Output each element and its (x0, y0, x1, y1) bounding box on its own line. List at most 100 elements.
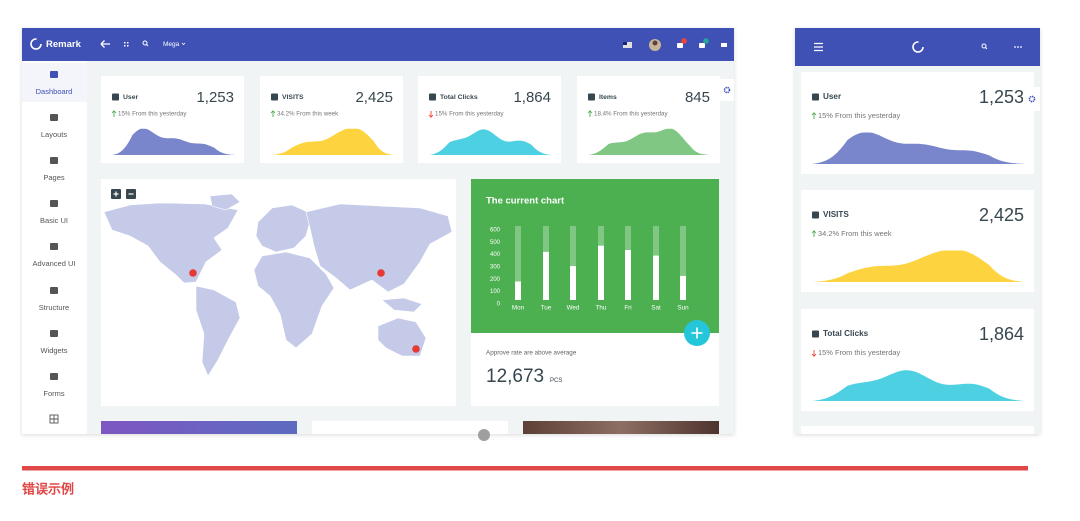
x-tick-label: Fri (624, 305, 631, 312)
change-arrow (587, 110, 593, 117)
zoom-in[interactable] (111, 189, 121, 199)
back-button[interactable] (100, 40, 110, 48)
bar (515, 281, 521, 300)
stat-icon (271, 93, 278, 101)
top-bar (22, 28, 734, 61)
sidebar-label[interactable]: Layouts (41, 130, 68, 139)
grid-button[interactable] (124, 42, 129, 47)
messages[interactable] (699, 43, 705, 48)
bar (543, 251, 549, 300)
sidebar-active (22, 63, 87, 102)
stat-value: 845 (685, 89, 710, 106)
summary-note: Approve rate are above average (486, 350, 577, 357)
brand: Remark (46, 39, 82, 50)
stat-label: User (823, 92, 842, 101)
sidebar-items: Dashboard Layouts Pages Basic UI Advanced UI… (33, 71, 76, 398)
search-button[interactable] (142, 40, 149, 47)
sparkline (271, 128, 394, 155)
stat-change: 15% From this yesterday (818, 348, 901, 357)
caption: 错误示例 (22, 481, 74, 496)
notifications[interactable] (677, 43, 683, 48)
world-map (103, 193, 453, 377)
sidebar-label[interactable]: Basic UI (40, 216, 68, 225)
marker[interactable] (412, 345, 420, 353)
sidebar-label[interactable]: Widgets (40, 346, 67, 355)
stat-change: 15% From this yesterday (818, 111, 901, 120)
bar (570, 266, 576, 300)
stat-icon (112, 93, 119, 101)
mobile-top-bar (795, 28, 1040, 66)
sidebar-label[interactable]: Dashboard (36, 87, 73, 96)
zoom-out[interactable] (126, 189, 136, 199)
stat-change: 18.4% From this yesterday (594, 111, 668, 118)
sidebar-icon[interactable] (50, 243, 58, 250)
y-tick-label: 300 (490, 265, 501, 271)
mobile-settings-tab[interactable] (1023, 87, 1040, 111)
stat-change: 15% From this yesterday (435, 111, 504, 118)
sparkline (812, 250, 1025, 282)
bar-track (570, 226, 576, 300)
stat-label: VISITS (282, 94, 304, 101)
sparkline (429, 129, 552, 155)
sidebar-icon[interactable] (50, 330, 58, 337)
stat-label: User (123, 94, 138, 101)
marker[interactable] (189, 269, 197, 277)
marker[interactable] (377, 269, 385, 277)
sidebar-label[interactable]: Pages (43, 173, 65, 182)
change-arrow (811, 350, 817, 357)
sidebar-icon[interactable] (50, 114, 58, 121)
add-button[interactable] (684, 320, 710, 346)
mobile-logo (912, 41, 924, 53)
photo-card (523, 421, 719, 434)
x-tick-label: Sat (651, 305, 661, 312)
hamburger[interactable] (814, 42, 823, 52)
sparkline (112, 128, 235, 155)
stat-label: Items (599, 94, 617, 101)
stat-icon (588, 93, 595, 101)
sidebar-icon[interactable] (50, 71, 58, 78)
stat-value: 2,425 (355, 89, 393, 106)
change-arrow (811, 112, 817, 119)
stat-change: 34.2% From this week (277, 111, 339, 118)
x-tick-label: Thu (596, 305, 607, 312)
sparkline (588, 128, 711, 155)
chart-card (471, 179, 719, 333)
desktop-window: Remark Mega Dashboard Layouts Pages Basic U… (22, 28, 734, 441)
change-arrow (270, 110, 276, 117)
y-tick-label: 200 (490, 277, 501, 283)
mobile-card-partial (801, 426, 1034, 434)
summary-value: 12,673 (486, 366, 544, 387)
stat-icon (812, 330, 819, 338)
flag[interactable] (623, 42, 632, 48)
x-tick-label: Sun (677, 305, 689, 312)
profile-avatar (478, 429, 490, 441)
stat-value: 1,864 (979, 324, 1024, 344)
sidebar-label[interactable]: Structure (39, 303, 69, 312)
settings-tab[interactable] (719, 79, 734, 101)
sidebar-icon-grid (50, 415, 58, 423)
change-arrow (428, 111, 434, 118)
flag-canton (623, 42, 627, 45)
mega-menu[interactable]: Mega (163, 41, 180, 48)
bar (680, 275, 686, 300)
chat[interactable] (721, 43, 727, 47)
message-badge (703, 38, 709, 44)
chart-title: The current chart (486, 196, 565, 207)
sidebar-label[interactable]: Advanced UI (33, 259, 76, 268)
y-tick-label: 500 (490, 240, 501, 246)
mobile-more[interactable] (1014, 46, 1022, 48)
x-tick-label: Wed (567, 305, 580, 312)
sidebar-label[interactable]: Forms (43, 389, 64, 398)
x-tick-label: Mon (512, 305, 525, 312)
sidebar-icon[interactable] (50, 373, 58, 380)
sidebar-icon[interactable] (50, 200, 58, 207)
caret (181, 42, 186, 46)
mobile-search[interactable] (981, 43, 988, 50)
stat-icon (812, 211, 819, 219)
sidebar-icon[interactable] (50, 287, 58, 294)
mobile-window: User 1,253 15% From this yesterday VISITS 2,… (795, 28, 1040, 434)
stat-change: 15% From this yesterday (118, 111, 187, 118)
bar-track (680, 226, 686, 300)
sidebar-icon[interactable] (50, 157, 58, 164)
